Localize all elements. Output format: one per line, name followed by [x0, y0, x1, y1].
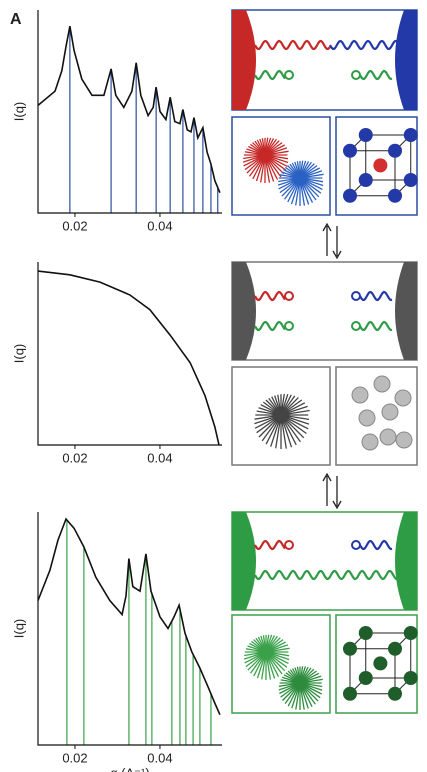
x-tick-label: 0.02 — [62, 450, 87, 465]
lattice-sphere — [358, 671, 373, 685]
lattice-sphere — [388, 188, 402, 203]
helix — [254, 569, 403, 581]
wall — [395, 512, 417, 610]
micelle-core — [259, 645, 273, 659]
lattice-sphere — [358, 128, 373, 142]
helix-loop — [284, 321, 294, 331]
lattice-sphere — [388, 143, 402, 158]
box — [231, 9, 418, 111]
axes — [37, 512, 222, 746]
lattice-sphere — [373, 656, 388, 671]
lattice-sphere — [358, 626, 373, 640]
helix-loop — [284, 540, 294, 550]
equilibrium-arrows — [322, 222, 342, 260]
lattice-sphere — [388, 641, 402, 656]
x-tick-label: 0.04 — [147, 218, 172, 233]
helix-loop — [284, 70, 294, 80]
helix — [254, 39, 331, 51]
micelle-core — [293, 676, 307, 690]
lattice-sphere — [343, 188, 357, 203]
x-tick-label: 0.04 — [147, 450, 172, 465]
particle — [379, 428, 397, 446]
helix — [359, 320, 393, 332]
particle — [351, 386, 369, 404]
lattice-sphere — [388, 686, 402, 701]
schematics — [231, 9, 418, 714]
micelle-core — [293, 171, 307, 185]
helix — [329, 39, 403, 51]
lattice-sphere — [403, 626, 418, 640]
panel-label: A — [10, 11, 22, 28]
helix-loop — [284, 291, 294, 301]
curve — [37, 517, 221, 716]
helix — [359, 290, 393, 302]
lattice-sphere — [343, 143, 357, 158]
lattice-sphere — [403, 128, 418, 142]
box — [231, 261, 418, 361]
wall — [395, 262, 417, 360]
micelle-core — [272, 406, 290, 424]
x-axis-label: q (A⁻¹) — [110, 765, 149, 772]
curve — [37, 270, 220, 446]
lattice-sphere — [358, 173, 373, 187]
micelle-core — [258, 148, 272, 162]
wall — [395, 10, 417, 110]
particle — [361, 433, 379, 451]
helix-loop — [351, 540, 361, 550]
helix-loop — [351, 70, 361, 80]
helix — [359, 539, 393, 551]
lattice-sphere — [343, 686, 357, 701]
particle — [373, 375, 391, 393]
y-axis-label: I(q) — [11, 102, 26, 122]
helix — [254, 290, 286, 302]
equilibrium-arrows — [322, 472, 342, 510]
lattice-sphere — [343, 641, 357, 656]
wall — [232, 512, 256, 610]
x-tick-label: 0.02 — [62, 218, 87, 233]
y-axis-label: I(q) — [11, 619, 26, 639]
axes — [37, 262, 222, 446]
box — [231, 511, 418, 611]
helix — [359, 69, 393, 81]
x-tick-label: 0.02 — [62, 750, 87, 765]
axes — [37, 10, 222, 214]
wall — [232, 10, 256, 110]
lattice-sphere — [373, 158, 388, 173]
lattice-sphere — [403, 173, 418, 187]
x-tick-label: 0.04 — [147, 750, 172, 765]
helix — [254, 320, 286, 332]
wall — [232, 262, 256, 360]
particle — [381, 403, 399, 421]
y-axis-label: I(q) — [11, 344, 26, 364]
helix-loop — [351, 291, 361, 301]
helix — [254, 69, 286, 81]
helix — [254, 539, 286, 551]
particle — [395, 431, 413, 449]
curve — [37, 26, 221, 194]
particle — [394, 389, 412, 407]
particle — [358, 409, 376, 427]
helix-loop — [351, 321, 361, 331]
lattice-sphere — [403, 671, 418, 685]
